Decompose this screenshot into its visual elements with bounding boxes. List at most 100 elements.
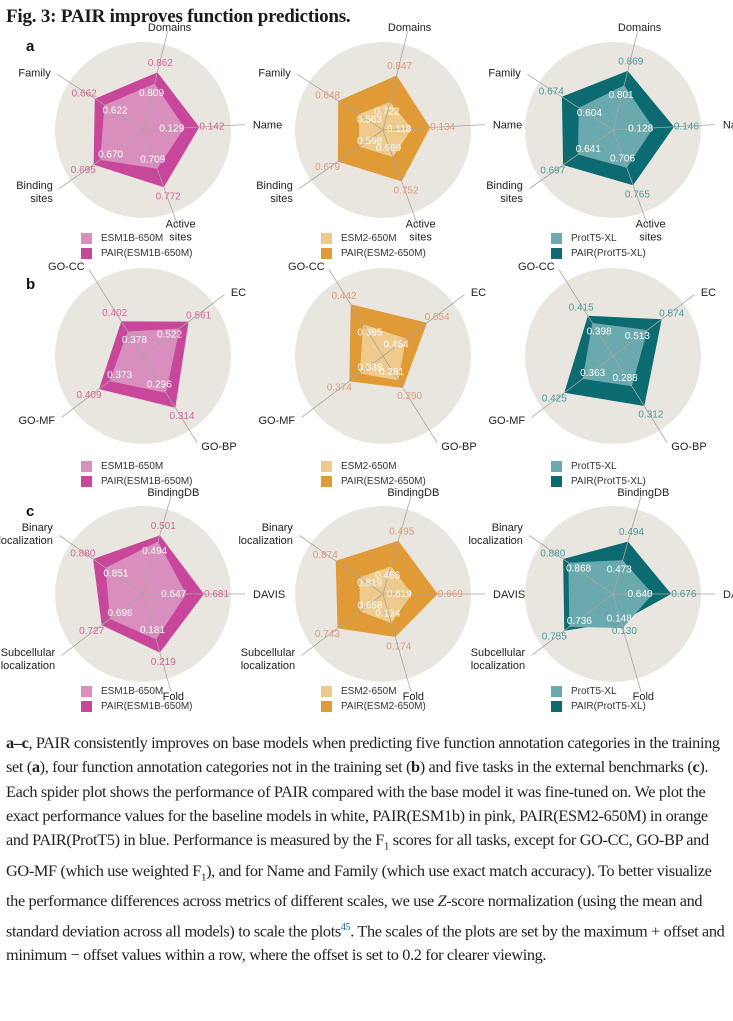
base-value-label: 0.622: [103, 105, 128, 116]
legend-label: ESM2-650M: [341, 686, 397, 697]
pair-value-label: 0.314: [169, 411, 194, 422]
pair-value-label: 0.374: [327, 382, 352, 393]
axis-label: GO-BP: [201, 441, 236, 453]
caption-text: . The scales of the plots are set by the…: [6, 921, 725, 965]
base-model-polygon: [577, 85, 654, 168]
legend-label: PAIR(ProtT5-XL): [571, 701, 646, 712]
caption-subscript: 1: [200, 870, 207, 883]
base-value-label: 0.709: [140, 155, 165, 166]
pair-value-label: 0.146: [674, 121, 699, 132]
legend-item-pair: PAIR(ESM1B-650M): [81, 246, 193, 261]
pair-value-label: 0.676: [671, 589, 696, 600]
radar-axis-line: [382, 593, 412, 693]
axis-label: Family: [18, 67, 51, 79]
radar-axis-line: [142, 30, 169, 131]
legend-label: PAIR(ESM2-650M): [341, 476, 426, 487]
legend-label: PAIR(ProtT5-XL): [571, 248, 646, 259]
legend-swatch: [81, 701, 92, 712]
radar-axis-line: [88, 269, 144, 357]
radar-axis-line: [531, 355, 614, 418]
axis-label: DAVIS: [253, 589, 285, 601]
pair-value-label: 0.772: [156, 192, 181, 203]
radar-axis-line: [612, 294, 695, 357]
radar-axis-line: [612, 124, 715, 131]
base-value-label: 0.513: [625, 331, 650, 342]
pair-value-label: 0.662: [72, 88, 97, 99]
radar-axis-line: [142, 129, 179, 226]
base-value-label: 0.466: [375, 571, 400, 582]
axis-label: GO-BP: [441, 441, 476, 453]
base-value-label: 0.736: [567, 616, 592, 627]
legend-item-pair: PAIR(ProtT5-XL): [551, 246, 646, 261]
base-model-polygon: [359, 324, 407, 381]
pair-value-label: 0.409: [76, 390, 101, 401]
pair-value-label: 0.312: [638, 409, 663, 420]
base-value-label: 0.128: [628, 123, 653, 134]
axis-label: Active sites: [406, 219, 436, 244]
caption-text: , PAIR consistently improves on base mod…: [6, 733, 720, 777]
pair-value-label: 0.674: [539, 87, 564, 98]
radar-axis-line: [301, 355, 384, 418]
pair-value-label: 0.442: [331, 291, 356, 302]
base-value-label: 0.338: [357, 363, 382, 374]
base-value-label: 0.696: [107, 608, 132, 619]
base-value-label: 0.134: [375, 609, 400, 620]
legend-item-base: ESM1B-650M: [81, 231, 193, 246]
radar-axis-line: [612, 129, 649, 226]
legend-swatch: [551, 461, 562, 472]
legend-item-pair: PAIR(ESM2-650M): [321, 474, 426, 489]
legend-a-1: ESM1B-650M PAIR(ESM1B-650M): [81, 231, 193, 261]
caption-panels-label: a–c: [6, 733, 29, 752]
pair-value-label: 0.743: [315, 629, 340, 640]
caption-text: ). Each spider plot shows the performanc…: [6, 757, 709, 850]
pair-value-label: 0.501: [151, 521, 176, 532]
legend-item-base: ESM1B-650M: [81, 684, 193, 699]
axis-label: Subcellular localization: [241, 647, 296, 672]
pair-value-label: 0.648: [315, 91, 340, 102]
legend-swatch: [81, 476, 92, 487]
caption-ref-c: c: [692, 757, 700, 777]
pair-value-label: 0.415: [569, 303, 594, 314]
base-value-label: 0.363: [580, 368, 605, 379]
pair-value-label: 0.290: [397, 391, 422, 402]
base-value-label: 0.181: [140, 625, 165, 636]
radar-chart-b-1: EC GO-BP GO-MF GO-CC 0.522 0.296 0.373 0.378 0.5…: [18, 261, 246, 453]
legend-item-pair: PAIR(ESM1B-650M): [81, 699, 193, 714]
radar-axis-line: [61, 355, 144, 418]
base-value-label: 0.395: [357, 328, 382, 339]
figure-caption: a–c, PAIR consistently improves on base …: [6, 731, 728, 968]
axis-label: Binding sites: [486, 180, 523, 205]
caption-ref-a: a: [31, 757, 40, 777]
base-value-label: 0.378: [122, 335, 147, 346]
legend-c-2: ESM2-650M PAIR(ESM2-650M): [321, 684, 426, 714]
axis-label: EC: [471, 287, 486, 299]
axis-label: Fold: [633, 691, 654, 703]
axis-label: DAVIS: [723, 589, 733, 601]
axis-label: Family: [258, 67, 291, 79]
axis-label: Name: [253, 119, 282, 131]
pair-value-label: 0.695: [71, 165, 96, 176]
reference-link-45[interactable]: 45: [340, 921, 351, 933]
pair-value-label: 0.880: [540, 548, 565, 559]
legend-item-pair: PAIR(ESM2-650M): [321, 699, 426, 714]
radar-axis-line: [612, 593, 642, 693]
radar-chart-a-2: Domains Name Active sites Binding sites Family…: [256, 22, 522, 243]
legend-label: ProtT5-XL: [571, 686, 617, 697]
legend-label: PAIR(ProtT5-XL): [571, 476, 646, 487]
legend-label: ProtT5-XL: [571, 233, 617, 244]
axis-label: GO-BP: [671, 441, 706, 453]
legend-swatch: [81, 233, 92, 244]
legend-swatch: [321, 701, 332, 712]
axis-label: Binding sites: [256, 180, 293, 205]
base-value-label: 0.296: [147, 380, 172, 391]
legend-c-3: ProtT5-XL PAIR(ProtT5-XL): [551, 684, 646, 714]
axis-label: BindingDB: [617, 487, 669, 499]
radar-axis-line: [612, 495, 642, 595]
pair-value-label: 0.574: [659, 308, 684, 319]
radar-axis-line: [142, 124, 245, 131]
axis-label: GO-MF: [18, 415, 55, 427]
axis-label: Fold: [163, 691, 184, 703]
legend-swatch: [321, 476, 332, 487]
base-value-label: 0.464: [383, 340, 408, 351]
panel-letter-c: c: [26, 503, 35, 520]
